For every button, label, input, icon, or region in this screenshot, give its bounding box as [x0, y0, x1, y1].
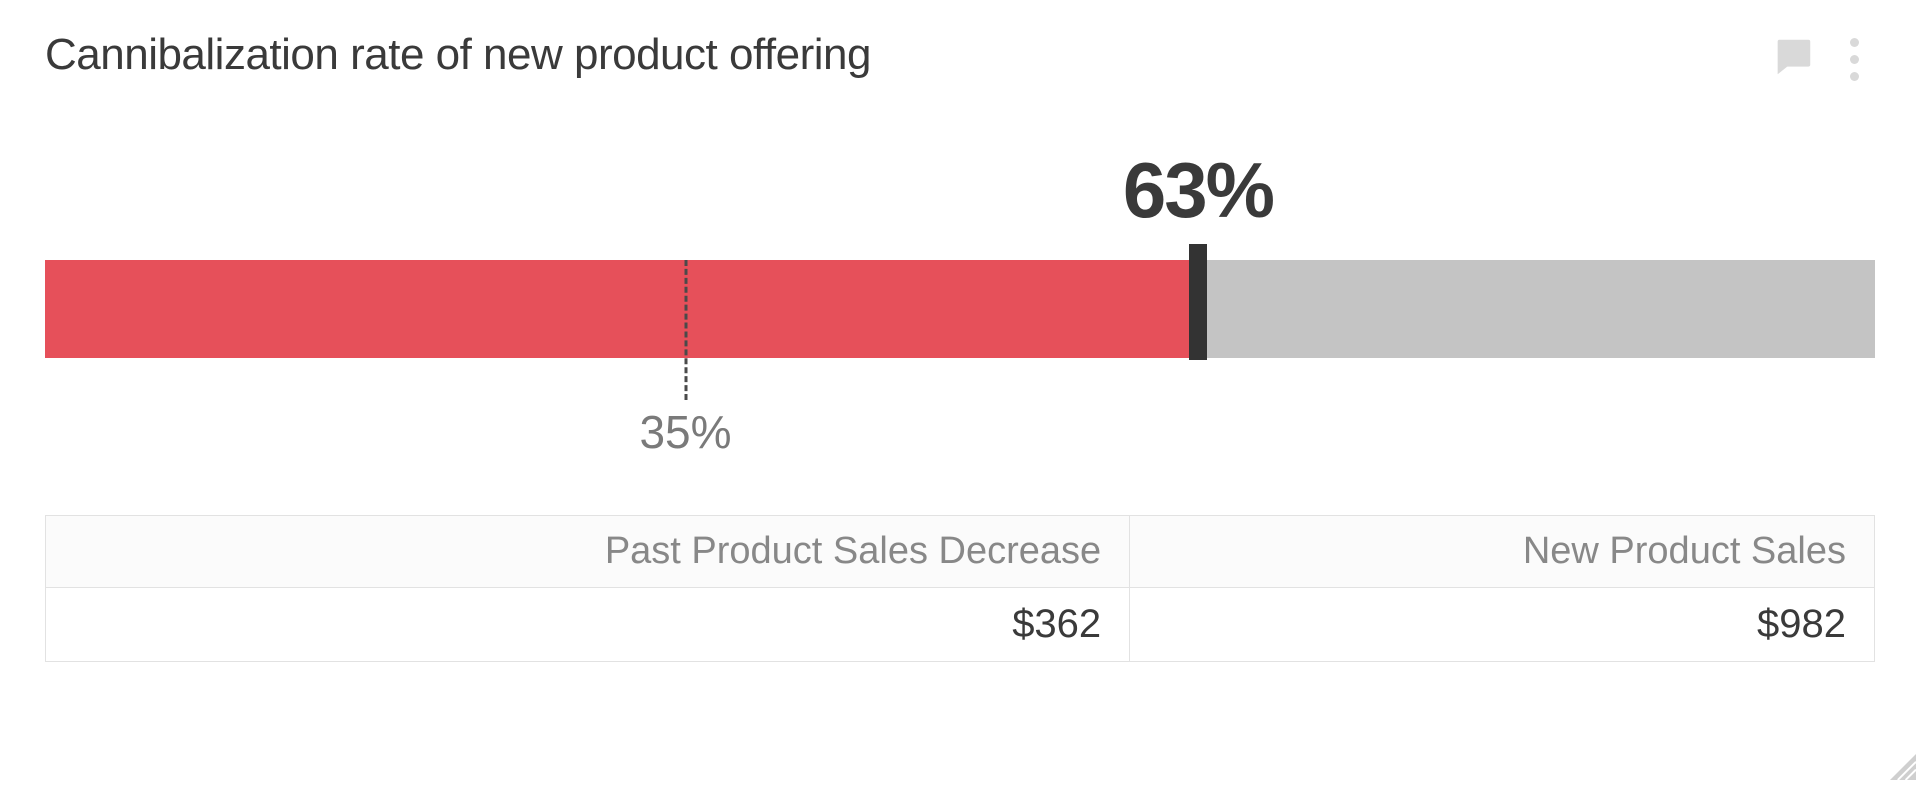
- widget-header: Cannibalization rate of new product offe…: [45, 30, 1875, 85]
- data-table: Past Product Sales Decrease New Product …: [45, 515, 1875, 662]
- header-actions: [1770, 30, 1875, 85]
- more-options-icon[interactable]: [1844, 34, 1865, 85]
- bar-value-marker: [1189, 244, 1207, 360]
- primary-value-label: 63%: [1123, 145, 1273, 236]
- widget-title: Cannibalization rate of new product offe…: [45, 30, 871, 80]
- baseline-label: 35%: [639, 405, 731, 459]
- comment-icon[interactable]: [1770, 34, 1816, 85]
- kpi-widget: Cannibalization rate of new product offe…: [0, 0, 1920, 784]
- table-cell: $982: [1130, 588, 1875, 662]
- table-header-cell: Past Product Sales Decrease: [46, 516, 1130, 588]
- table-header-cell: New Product Sales: [1130, 516, 1875, 588]
- table-cell: $362: [46, 588, 1130, 662]
- bar-fill: [45, 260, 1198, 358]
- baseline-tick: [684, 260, 687, 400]
- resize-grip-icon[interactable]: [1890, 754, 1916, 780]
- table-row: $362 $982: [46, 588, 1875, 662]
- bullet-chart: 63% 35%: [45, 145, 1875, 435]
- bar-track: [45, 260, 1875, 358]
- table-header-row: Past Product Sales Decrease New Product …: [46, 516, 1875, 588]
